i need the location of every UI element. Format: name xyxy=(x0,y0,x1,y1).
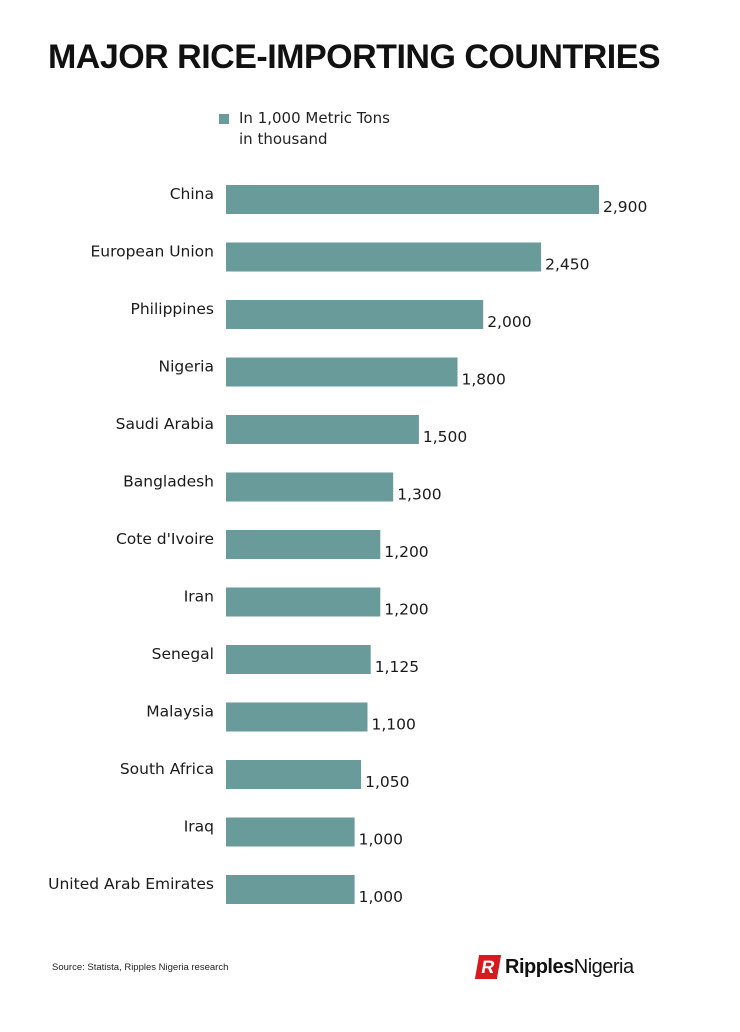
source-note: Source: Statista, Ripples Nigeria resear… xyxy=(52,962,229,973)
value-label: 1,200 xyxy=(384,601,428,619)
legend-label: In 1,000 Metric Tons in thousand xyxy=(239,108,390,150)
value-label: 1,000 xyxy=(359,831,403,849)
category-label: Philippines xyxy=(130,300,214,318)
bar-european-union xyxy=(226,242,542,272)
value-label: 1,300 xyxy=(397,486,441,504)
chart-title: MAJOR RICE-IMPORTING COUNTRIES xyxy=(47,38,661,76)
ripples-nigeria-logo: R RipplesNigeria xyxy=(474,955,634,979)
value-label: 1,125 xyxy=(375,658,419,676)
bar-chart: China 2,900 European Union 2,450 Philippines… xyxy=(48,185,647,906)
value-label: 1,100 xyxy=(372,716,416,734)
bar-malaysia xyxy=(226,702,368,732)
category-label: European Union xyxy=(90,243,214,261)
legend-swatch xyxy=(219,114,229,124)
bar-senegal xyxy=(226,645,371,674)
bar-united-arab-emirates xyxy=(226,875,355,904)
bar-saudi-arabia xyxy=(226,415,419,444)
category-label: Senegal xyxy=(152,645,214,663)
legend-label-line-2: in thousand xyxy=(239,130,328,148)
bar-nigeria xyxy=(226,357,458,387)
logo-text: RipplesNigeria xyxy=(505,956,634,979)
legend-label-line-1: In 1,000 Metric Tons xyxy=(239,109,390,127)
bar-iraq xyxy=(226,817,355,847)
category-label: Iraq xyxy=(184,818,214,836)
category-label: United Arab Emirates xyxy=(48,875,214,893)
category-label: South Africa xyxy=(120,760,214,778)
category-label: Bangladesh xyxy=(123,473,214,491)
value-label: 1,500 xyxy=(423,428,467,446)
bar-bangladesh xyxy=(226,472,394,502)
legend: In 1,000 Metric Tons in thousand xyxy=(219,108,390,150)
value-label: 2,450 xyxy=(545,256,589,274)
category-label: Iran xyxy=(184,588,214,606)
value-label: 1,000 xyxy=(359,888,403,906)
value-label: 1,800 xyxy=(462,371,506,389)
value-label: 2,900 xyxy=(603,198,647,216)
value-label: 1,200 xyxy=(384,543,428,561)
category-label: Cote d'Ivoire xyxy=(116,530,214,548)
value-label: 1,050 xyxy=(365,773,409,791)
category-label: Saudi Arabia xyxy=(116,415,214,433)
value-label: 2,000 xyxy=(487,313,531,331)
category-label: Nigeria xyxy=(159,358,214,376)
bar-china xyxy=(226,185,599,214)
logo-mark-icon: R xyxy=(474,955,502,979)
logo-text-regular: Nigeria xyxy=(573,955,634,978)
category-label: Malaysia xyxy=(146,703,214,721)
logo-text-bold: Ripples xyxy=(505,955,574,978)
category-label: China xyxy=(170,185,214,203)
bar-philippines xyxy=(226,300,484,329)
bar-south-africa xyxy=(226,760,362,789)
bar-cote-d-ivoire xyxy=(226,530,381,559)
bar-iran xyxy=(226,587,381,617)
